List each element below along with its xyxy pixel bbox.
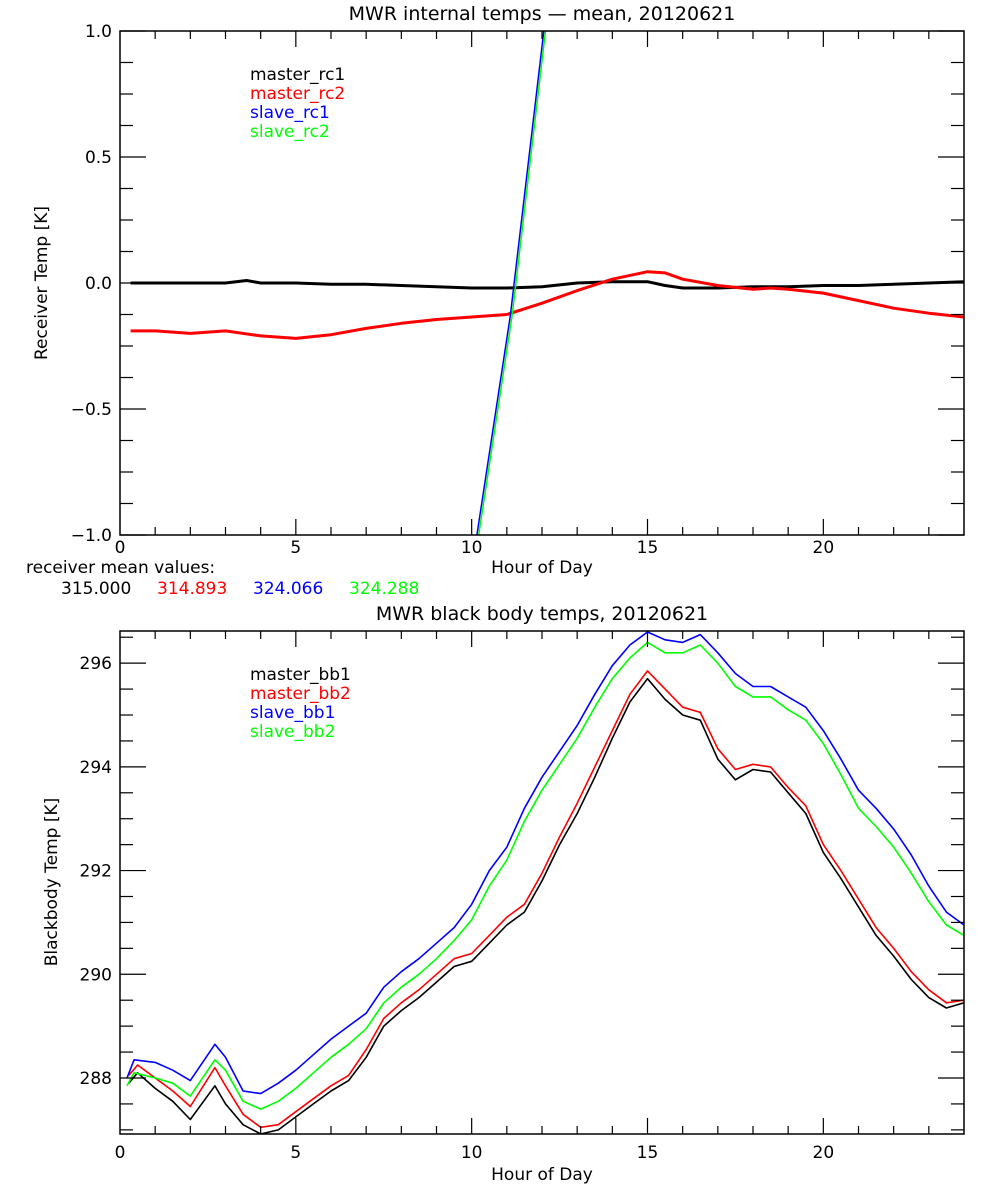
y-tick-label: 294: [80, 758, 112, 778]
x-tick-label: 5: [290, 1143, 301, 1163]
ticks-layer: 0 5 10 15 20 −1.0 −0.5 0.0 0.5 1.0: [71, 22, 964, 558]
series-line-slave-rc2: [477, 31, 547, 535]
x-tick-label: 0: [115, 538, 126, 558]
y-axis-label: Receiver Temp [K]: [32, 206, 52, 360]
x-tick-label: 15: [637, 538, 659, 558]
mean-value-master-rc1: 315.000: [61, 579, 131, 599]
legend-entry-master-bb2: master_bb2: [250, 684, 351, 704]
x-axis-label: Hour of Day: [491, 558, 593, 578]
series-layer: [130, 31, 964, 535]
x-tick-label: 0: [115, 1143, 126, 1163]
x-tick-label: 20: [813, 538, 835, 558]
plot-frame: [119, 30, 965, 536]
legend-entry-master-rc2: master_rc2: [250, 84, 345, 104]
receiver-mean-values: 315.000 314.893 324.066 324.288: [61, 579, 419, 599]
legend-entry-slave-rc1: slave_rc1: [250, 103, 330, 123]
y-axis-label: Blackbody Temp [K]: [42, 798, 62, 967]
plot-title: MWR internal temps — mean, 20120621: [349, 3, 736, 25]
y-tick-label: 1.0: [85, 22, 112, 42]
y-tick-label: −0.5: [71, 400, 112, 420]
mean-value-slave-rc2: 324.288: [349, 579, 419, 599]
y-tick-label: 292: [80, 862, 112, 882]
receiver-mean-label: receiver mean values:: [26, 558, 215, 578]
x-tick-label: 10: [461, 1143, 483, 1163]
y-tick-label: 288: [80, 1069, 112, 1089]
x-tick-label: 15: [637, 1143, 659, 1163]
receiver-temp-plot: MWR internal temps — mean, 20120621 0 5 10…: [26, 3, 965, 599]
ticks-layer: 0 5 10 15 20 288 290 292 294 296: [80, 631, 964, 1163]
y-tick-label: 0.5: [85, 148, 112, 168]
y-tick-label: 290: [80, 965, 112, 985]
plot-title: MWR black body temps, 20120621: [376, 603, 708, 625]
series-line-slave-bb2: [126, 641, 964, 1110]
x-axis-label: Hour of Day: [491, 1165, 593, 1185]
x-tick-label: 10: [461, 538, 483, 558]
legend-entry-master-bb1: master_bb1: [250, 665, 351, 685]
legend-entry-slave-bb1: slave_bb1: [250, 703, 335, 723]
series-line-master-rc1: [130, 279, 964, 290]
series-line-master-rc2: [130, 270, 964, 340]
legend-entry-slave-rc2: slave_rc2: [250, 122, 330, 142]
mean-value-slave-rc1: 324.066: [253, 579, 323, 599]
y-tick-label: 296: [80, 654, 112, 674]
y-tick-label: 0.0: [85, 274, 112, 294]
mean-value-master-rc2: 314.893: [157, 579, 227, 599]
legend-entry-master-rc1: master_rc1: [250, 65, 345, 85]
series-line-slave-rc1: [476, 31, 545, 535]
legend-entry-slave-bb2: slave_bb2: [250, 722, 335, 742]
x-tick-label: 20: [813, 1143, 835, 1163]
series-line-slave-bb1: [126, 631, 964, 1095]
series-line-master-bb1: [128, 677, 964, 1134]
x-tick-label: 5: [290, 538, 301, 558]
blackbody-temp-plot: MWR black body temps, 20120621 0 5 10 15 20 2…: [42, 603, 965, 1185]
y-tick-label: −1.0: [71, 526, 112, 546]
